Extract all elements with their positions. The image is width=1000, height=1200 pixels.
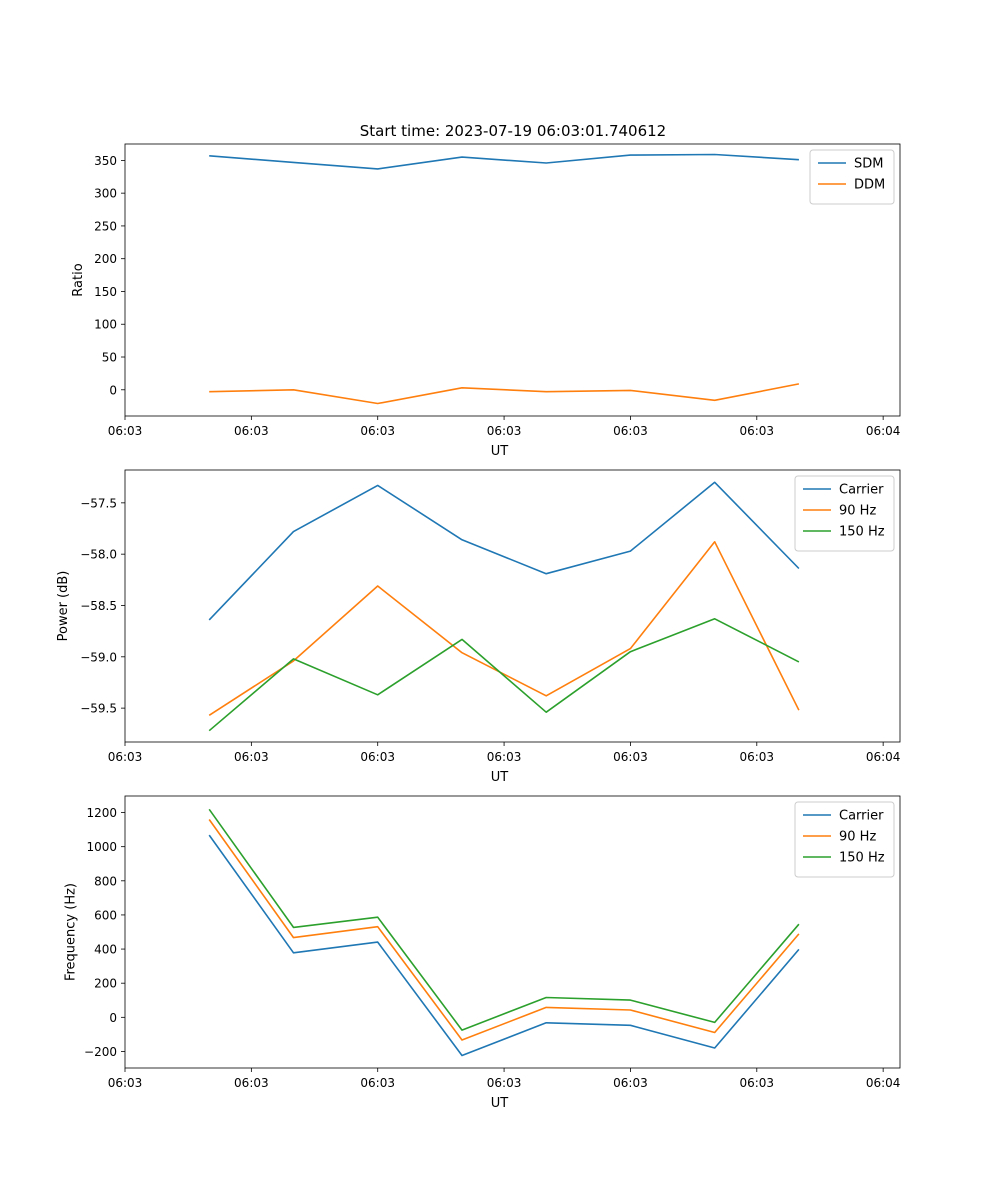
power-y-axis-label: Power (dB)	[56, 571, 71, 642]
ratio-y-tick-label: 250	[94, 219, 117, 233]
ratio-subplot: 06:03 06:03 06:03 06:03 06:03 06:03 06:04 350 30…	[71, 143, 901, 459]
power-x-axis-label: UT	[491, 770, 509, 785]
ratio-y-tick-label: 100	[94, 318, 117, 332]
power-y-tick-label: −58.5	[80, 599, 117, 613]
ratio-legend-label: DDM	[854, 178, 885, 193]
frequency-y-tick-label: 400	[94, 943, 117, 957]
ratio-series-line-sdm	[209, 153, 799, 170]
frequency-legend-label: 150 Hz	[839, 851, 885, 866]
power-y-tick-label: −59.5	[80, 702, 117, 716]
frequency-y-axis-label: Frequency (Hz)	[64, 883, 79, 981]
frequency-subplot: 06:03 06:03 06:03 06:03 06:03 06:03 06:04 1200 1…	[64, 795, 901, 1111]
frequency-x-tick-label: 06:04	[866, 1076, 901, 1090]
power-legend-label: Carrier	[839, 483, 884, 498]
power-x-tick-label: 06:03	[360, 750, 395, 764]
power-series-line-150-hz	[208, 617, 800, 732]
power-legend-label: 150 Hz	[839, 525, 885, 540]
frequency-legend-label: Carrier	[839, 809, 884, 824]
frequency-series-line-90-hz	[208, 819, 800, 1041]
frequency-legend: Carrier 90 Hz 150 Hz	[794, 801, 895, 878]
ratio-y-tick-label: 350	[94, 154, 117, 168]
power-x-tick-label: 06:03	[487, 750, 522, 764]
frequency-y-tick-label: 200	[94, 977, 117, 991]
ratio-x-tick-label: 06:04	[866, 424, 901, 438]
power-series-line-carrier	[208, 481, 800, 621]
power-y-tick-label: −59.0	[80, 650, 117, 664]
ratio-axes-frame	[124, 143, 901, 417]
ratio-legend: SDM DDM	[809, 149, 895, 205]
ratio-y-tick-label: 0	[109, 383, 117, 397]
frequency-x-tick-label: 06:03	[487, 1076, 522, 1090]
ratio-x-tick-label: 06:03	[108, 424, 143, 438]
ratio-x-axis-label: UT	[491, 444, 509, 459]
frequency-series-line-carrier	[208, 834, 800, 1057]
frequency-y-tick-label: 1000	[86, 840, 117, 854]
power-axes-frame	[124, 469, 901, 743]
ratio-y-tick-label: 150	[94, 285, 117, 299]
frequency-y-tick-label: −200	[84, 1045, 117, 1059]
chart-title: Start time: 2023-07-19 06:03:01.740612	[360, 122, 666, 140]
frequency-x-tick-label: 06:03	[613, 1076, 648, 1090]
ratio-y-tick-label: 50	[102, 351, 117, 365]
ratio-series-line-ddm	[209, 383, 800, 405]
power-subplot: 06:03 06:03 06:03 06:03 06:03 06:03 06:04 −57.5…	[56, 469, 901, 785]
ratio-y-tick-label: 200	[94, 252, 117, 266]
frequency-x-axis-label: UT	[491, 1096, 509, 1111]
frequency-axes-frame	[124, 795, 901, 1069]
power-x-tick-label: 06:03	[739, 750, 774, 764]
power-series-line-90-hz	[208, 540, 800, 716]
ratio-y-axis-label: Ratio	[71, 263, 86, 296]
frequency-x-tick-label: 06:03	[234, 1076, 269, 1090]
power-legend: Carrier 90 Hz 150 Hz	[794, 475, 895, 552]
frequency-y-tick-label: 1200	[86, 806, 117, 820]
frequency-y-tick-label: 600	[94, 908, 117, 922]
power-x-tick-label: 06:04	[866, 750, 901, 764]
frequency-x-tick-label: 06:03	[360, 1076, 395, 1090]
ratio-x-tick-label: 06:03	[360, 424, 395, 438]
power-legend-label: 90 Hz	[839, 504, 876, 519]
ratio-legend-label: SDM	[854, 157, 883, 172]
ratio-x-tick-label: 06:03	[234, 424, 269, 438]
ratio-x-tick-label: 06:03	[739, 424, 774, 438]
power-x-tick-label: 06:03	[108, 750, 143, 764]
power-x-tick-label: 06:03	[234, 750, 269, 764]
frequency-y-tick-label: 800	[94, 874, 117, 888]
frequency-series-line-150-hz	[208, 808, 800, 1031]
frequency-x-tick-label: 06:03	[108, 1076, 143, 1090]
frequency-legend-box	[794, 801, 895, 878]
ratio-x-tick-label: 06:03	[487, 424, 522, 438]
frequency-y-tick-label: 0	[109, 1011, 117, 1025]
power-y-tick-label: −57.5	[80, 496, 117, 510]
power-x-tick-label: 06:03	[613, 750, 648, 764]
power-legend-box	[794, 475, 895, 552]
subplots: 06:03 06:03 06:03 06:03 06:03 06:03 06:04 350 30…	[56, 143, 901, 1111]
ratio-y-tick-label: 300	[94, 187, 117, 201]
ratio-x-tick-label: 06:03	[613, 424, 648, 438]
frequency-legend-label: 90 Hz	[839, 830, 876, 845]
frequency-x-tick-label: 06:03	[739, 1076, 774, 1090]
power-y-tick-label: −58.0	[80, 548, 117, 562]
